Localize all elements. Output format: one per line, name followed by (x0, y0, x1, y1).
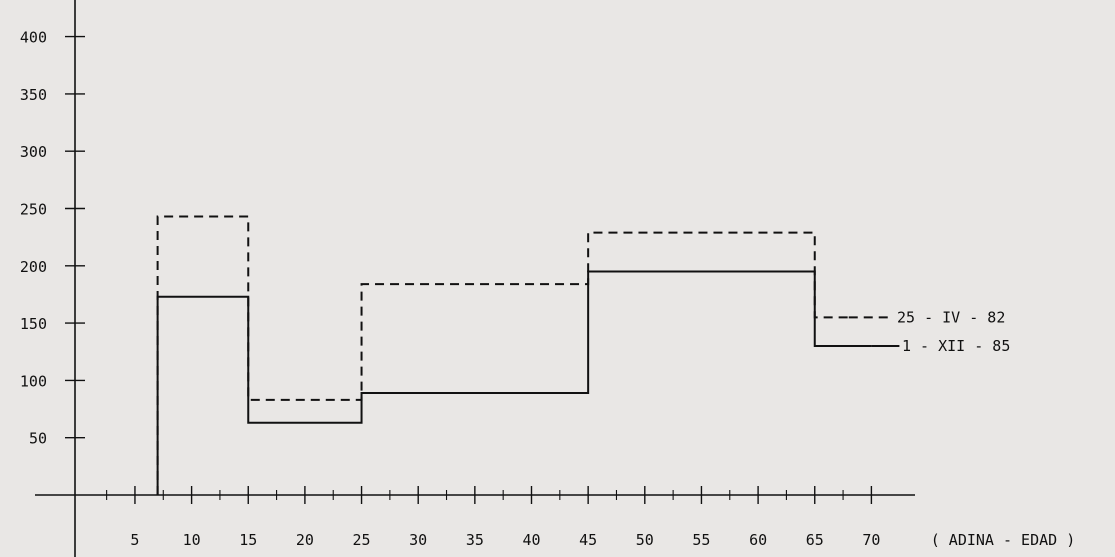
y-tick-label: 400 (20, 29, 47, 47)
x-axis-label: ( ADINA - EDAD ) (931, 531, 1076, 549)
legend-label: 1 - XII - 85 (902, 337, 1010, 355)
y-tick-label: 300 (20, 143, 47, 161)
y-tick-label: 50 (29, 430, 47, 448)
x-tick-label: 70 (862, 531, 880, 549)
x-tick-label: 20 (296, 531, 314, 549)
legend-label: 25 - IV - 82 (897, 308, 1005, 326)
y-tick-label: 200 (20, 258, 47, 276)
x-tick-label: 40 (522, 531, 540, 549)
x-tick-label: 5 (130, 531, 139, 549)
x-tick-label: 50 (636, 531, 654, 549)
x-tick-label: 60 (749, 531, 767, 549)
series-line-solid (156, 270, 872, 495)
x-tick-label: 15 (239, 531, 257, 549)
x-tick-label: 35 (466, 531, 484, 549)
x-tick-label: 55 (692, 531, 710, 549)
y-tick-label: 100 (20, 372, 47, 390)
x-tick-label: 45 (579, 531, 597, 549)
x-tick-label: 10 (183, 531, 201, 549)
y-tick-label: 250 (20, 201, 47, 219)
x-tick-label: 65 (806, 531, 824, 549)
x-tick-label: 30 (409, 531, 427, 549)
y-tick-label: 350 (20, 86, 47, 104)
y-tick-label: 150 (20, 315, 47, 333)
series-line-dashed (156, 215, 849, 495)
x-tick-label: 25 (353, 531, 371, 549)
